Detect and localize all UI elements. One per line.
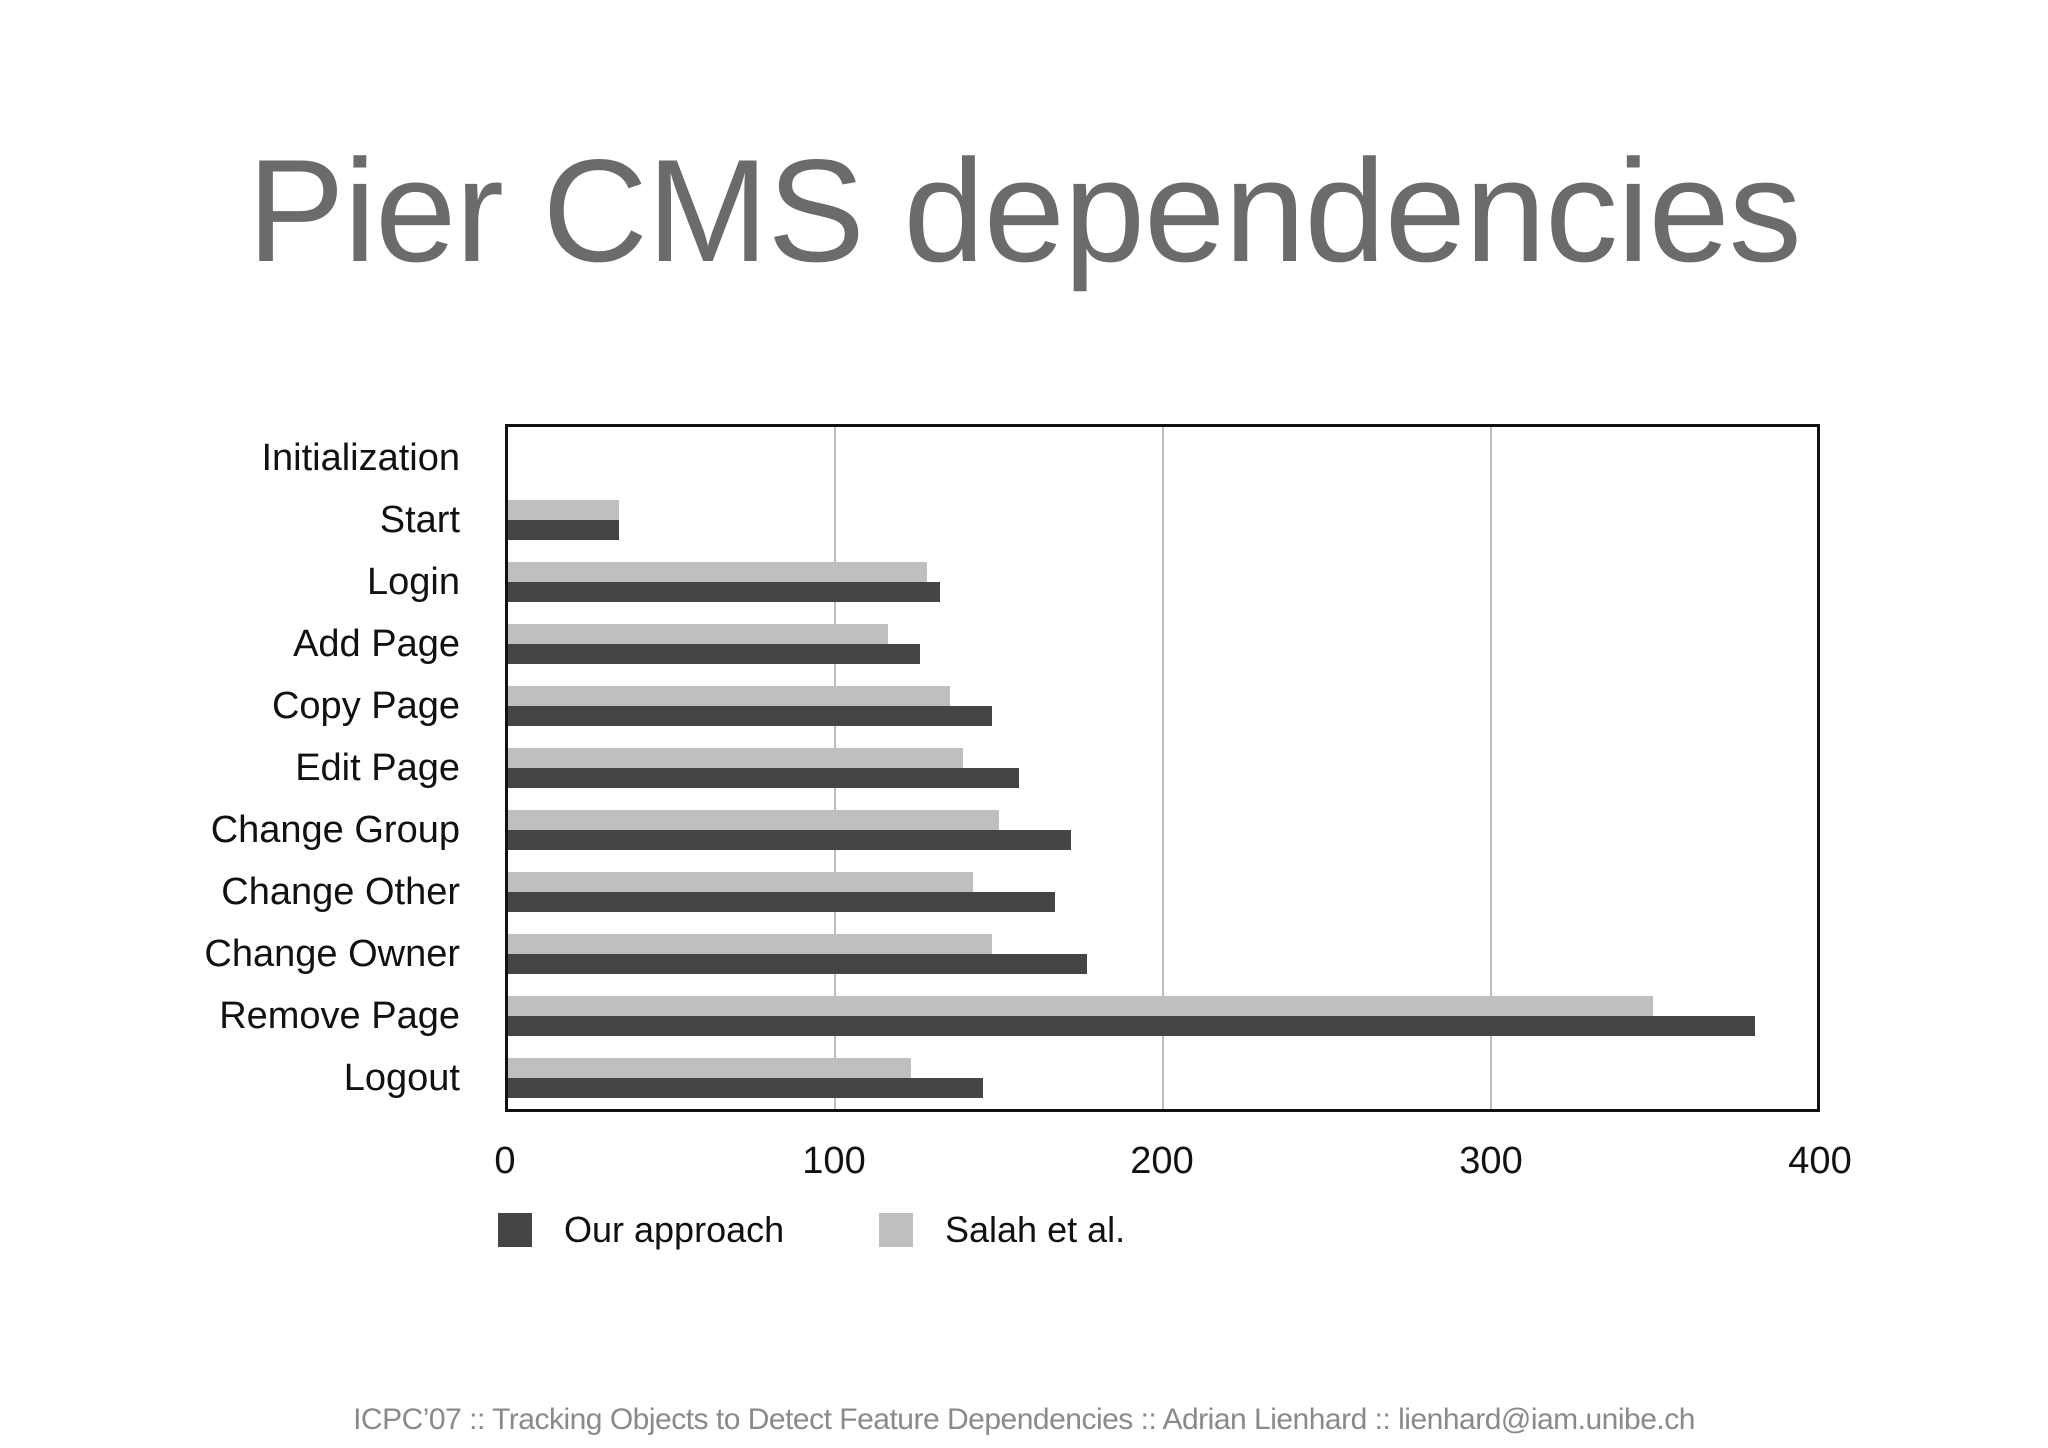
bar-our-approach — [508, 644, 921, 664]
bar-salah — [508, 1058, 911, 1078]
bar-row — [508, 427, 1817, 489]
bar-row — [508, 675, 1817, 737]
bar-salah — [508, 810, 999, 830]
bar-row — [508, 613, 1817, 675]
legend-swatch-light — [879, 1213, 913, 1247]
bar-row — [508, 861, 1817, 923]
bar-row — [508, 923, 1817, 985]
bar-salah — [508, 562, 927, 582]
x-tick-200: 200 — [1130, 1140, 1194, 1182]
bar-salah — [508, 624, 888, 644]
bar-our-approach — [508, 1078, 983, 1098]
bar-row — [508, 1047, 1817, 1109]
category-label: Add Page — [293, 623, 460, 665]
legend-label: Our approach — [564, 1209, 785, 1250]
bar-our-approach — [508, 1016, 1755, 1036]
bar-salah — [508, 996, 1654, 1016]
bar-our-approach — [508, 830, 1071, 850]
slide-title: Pier CMS dependencies — [247, 129, 1801, 292]
category-label: Change Group — [210, 809, 460, 851]
bar-row — [508, 799, 1817, 861]
category-label: Change Owner — [204, 933, 460, 975]
legend-our-approach: Our approach — [498, 1209, 785, 1250]
bar-salah — [508, 872, 973, 892]
category-label: Remove Page — [219, 995, 460, 1037]
x-tick-400: 400 — [1788, 1140, 1852, 1182]
legend-salah: Salah et al. — [879, 1209, 1126, 1250]
category-label: Change Other — [221, 871, 460, 913]
bar-row — [508, 489, 1817, 551]
bar-row — [508, 551, 1817, 613]
gridline-300 — [1490, 427, 1492, 1109]
bar-our-approach — [508, 706, 993, 726]
x-tick-0: 0 — [494, 1140, 516, 1182]
category-label: Start — [379, 499, 460, 541]
bar-our-approach — [508, 520, 620, 540]
category-label: Copy Page — [271, 685, 460, 727]
bar-salah — [508, 500, 620, 520]
legend-label: Salah et al. — [945, 1209, 1126, 1250]
category-label: Initialization — [261, 437, 460, 479]
category-label: Login — [367, 561, 460, 603]
x-tick-300: 300 — [1459, 1140, 1523, 1182]
bar-our-approach — [508, 892, 1055, 912]
bar-our-approach — [508, 582, 940, 602]
category-label: Edit Page — [295, 747, 460, 789]
bar-our-approach — [508, 954, 1088, 974]
bar-salah — [508, 686, 950, 706]
gridline-200 — [1162, 427, 1164, 1109]
slide-footer: ICPC’07 :: Tracking Objects to Detect Fe… — [353, 1403, 1695, 1436]
bar-our-approach — [508, 768, 1019, 788]
bar-row — [508, 737, 1817, 799]
category-label: Logout — [343, 1057, 460, 1099]
bar-salah — [508, 748, 963, 768]
plot-area — [505, 424, 1820, 1112]
x-tick-100: 100 — [802, 1140, 866, 1182]
bar-salah — [508, 934, 993, 954]
bar-row — [508, 985, 1817, 1047]
legend-swatch-dark — [498, 1213, 532, 1247]
